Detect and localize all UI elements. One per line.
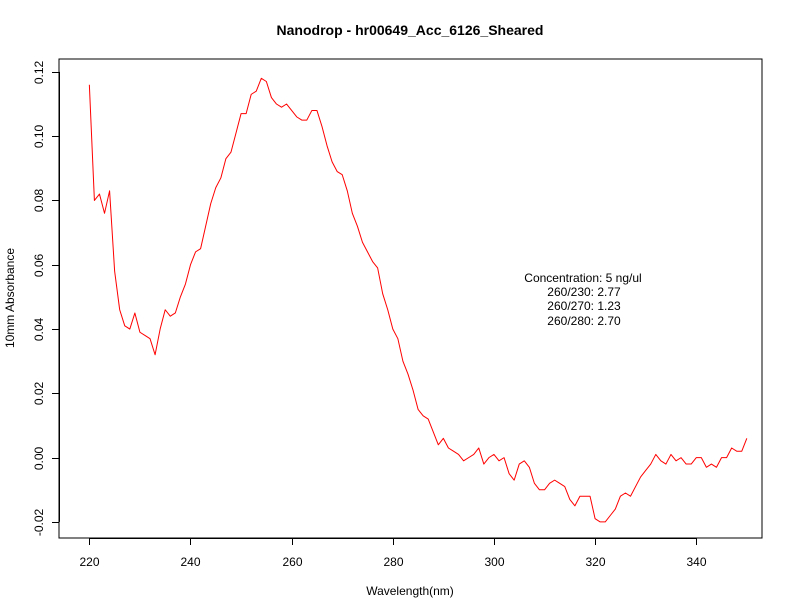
stats-annotation: Concentration: 5 ng/ul 260/230: 2.77 260… [524, 271, 641, 328]
y-tick-label: 0.06 [32, 253, 46, 277]
y-axis: -0.02 0.00 0.02 0.04 0.06 0.08 0.10 0.12 [32, 60, 60, 536]
y-tick-label: 0.02 [32, 381, 46, 405]
x-tick-label: 260 [282, 555, 302, 569]
x-axis-label: Wavelength(nm) [366, 584, 454, 598]
absorbance-series [88, 77, 748, 523]
x-tick-label: 340 [686, 555, 706, 569]
x-axis: 220 240 260 280 300 320 340 [79, 538, 707, 569]
ratio-260-230-text: 260/230: 2.77 [547, 285, 621, 299]
series-line [88, 77, 748, 523]
y-tick-label: -0.02 [32, 509, 46, 537]
chart-title: Nanodrop - hr00649_Acc_6126_Sheared [277, 22, 544, 38]
x-tick-label: 320 [585, 555, 605, 569]
y-tick-label: 0.04 [32, 317, 46, 341]
y-tick-label: 0.12 [32, 60, 46, 84]
y-tick-label: 0.08 [32, 188, 46, 212]
y-axis-label: 10mm Absorbance [3, 248, 17, 348]
x-tick-label: 240 [180, 555, 200, 569]
x-tick-label: 300 [484, 555, 504, 569]
ratio-260-280-text: 260/280: 2.70 [547, 314, 621, 328]
y-tick-label: 0.00 [32, 446, 46, 470]
plot-frame [58, 58, 763, 539]
x-tick-label: 280 [383, 555, 403, 569]
ratio-260-270-text: 260/270: 1.23 [547, 299, 621, 313]
y-tick-label: 0.10 [32, 124, 46, 148]
concentration-text: Concentration: 5 ng/ul [524, 271, 641, 285]
x-tick-label: 220 [79, 555, 99, 569]
